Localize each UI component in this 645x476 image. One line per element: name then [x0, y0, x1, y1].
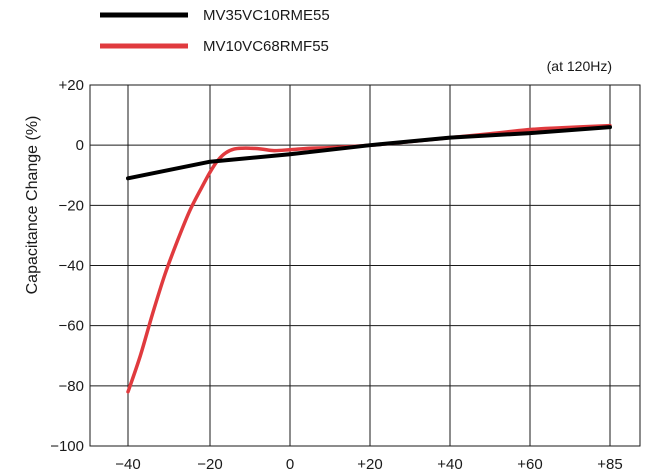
series-lines	[126, 123, 612, 394]
y-tick-label: 0	[76, 137, 84, 154]
x-tick-label: −40	[115, 456, 140, 473]
tick-labels: −40 −20 0 +20 +40 +60 +85 +20 0 −20 −40 −60 −80 −100	[50, 77, 623, 473]
x-tick-label: −20	[197, 456, 222, 473]
x-tick-label: +60	[517, 456, 542, 473]
grid	[90, 84, 640, 447]
x-tick-label: +85	[597, 456, 622, 473]
y-tick-label: +20	[59, 77, 84, 94]
x-tick-label: +40	[437, 456, 462, 473]
series-line-mv35vc10rme55	[126, 125, 612, 181]
legend-label-series-2: MV10VC68RMF55	[203, 38, 329, 55]
y-tick-label: −40	[59, 258, 84, 275]
y-tick-label: −20	[59, 197, 84, 214]
y-axis-label: Capacitance Change (%)	[24, 116, 41, 295]
plot-frame	[89, 84, 641, 447]
y-tick-label: −60	[59, 318, 84, 335]
legend-label-series-1: MV35VC10RME55	[203, 7, 330, 24]
measurement-note: (at 120Hz)	[547, 58, 612, 74]
x-tick-label: 0	[286, 456, 294, 473]
y-tick-label: −80	[59, 378, 84, 395]
y-tick-label: −100	[50, 438, 84, 455]
legend: MV35VC10RME55 MV10VC68RMF55	[100, 7, 330, 55]
x-tick-label: +20	[357, 456, 382, 473]
